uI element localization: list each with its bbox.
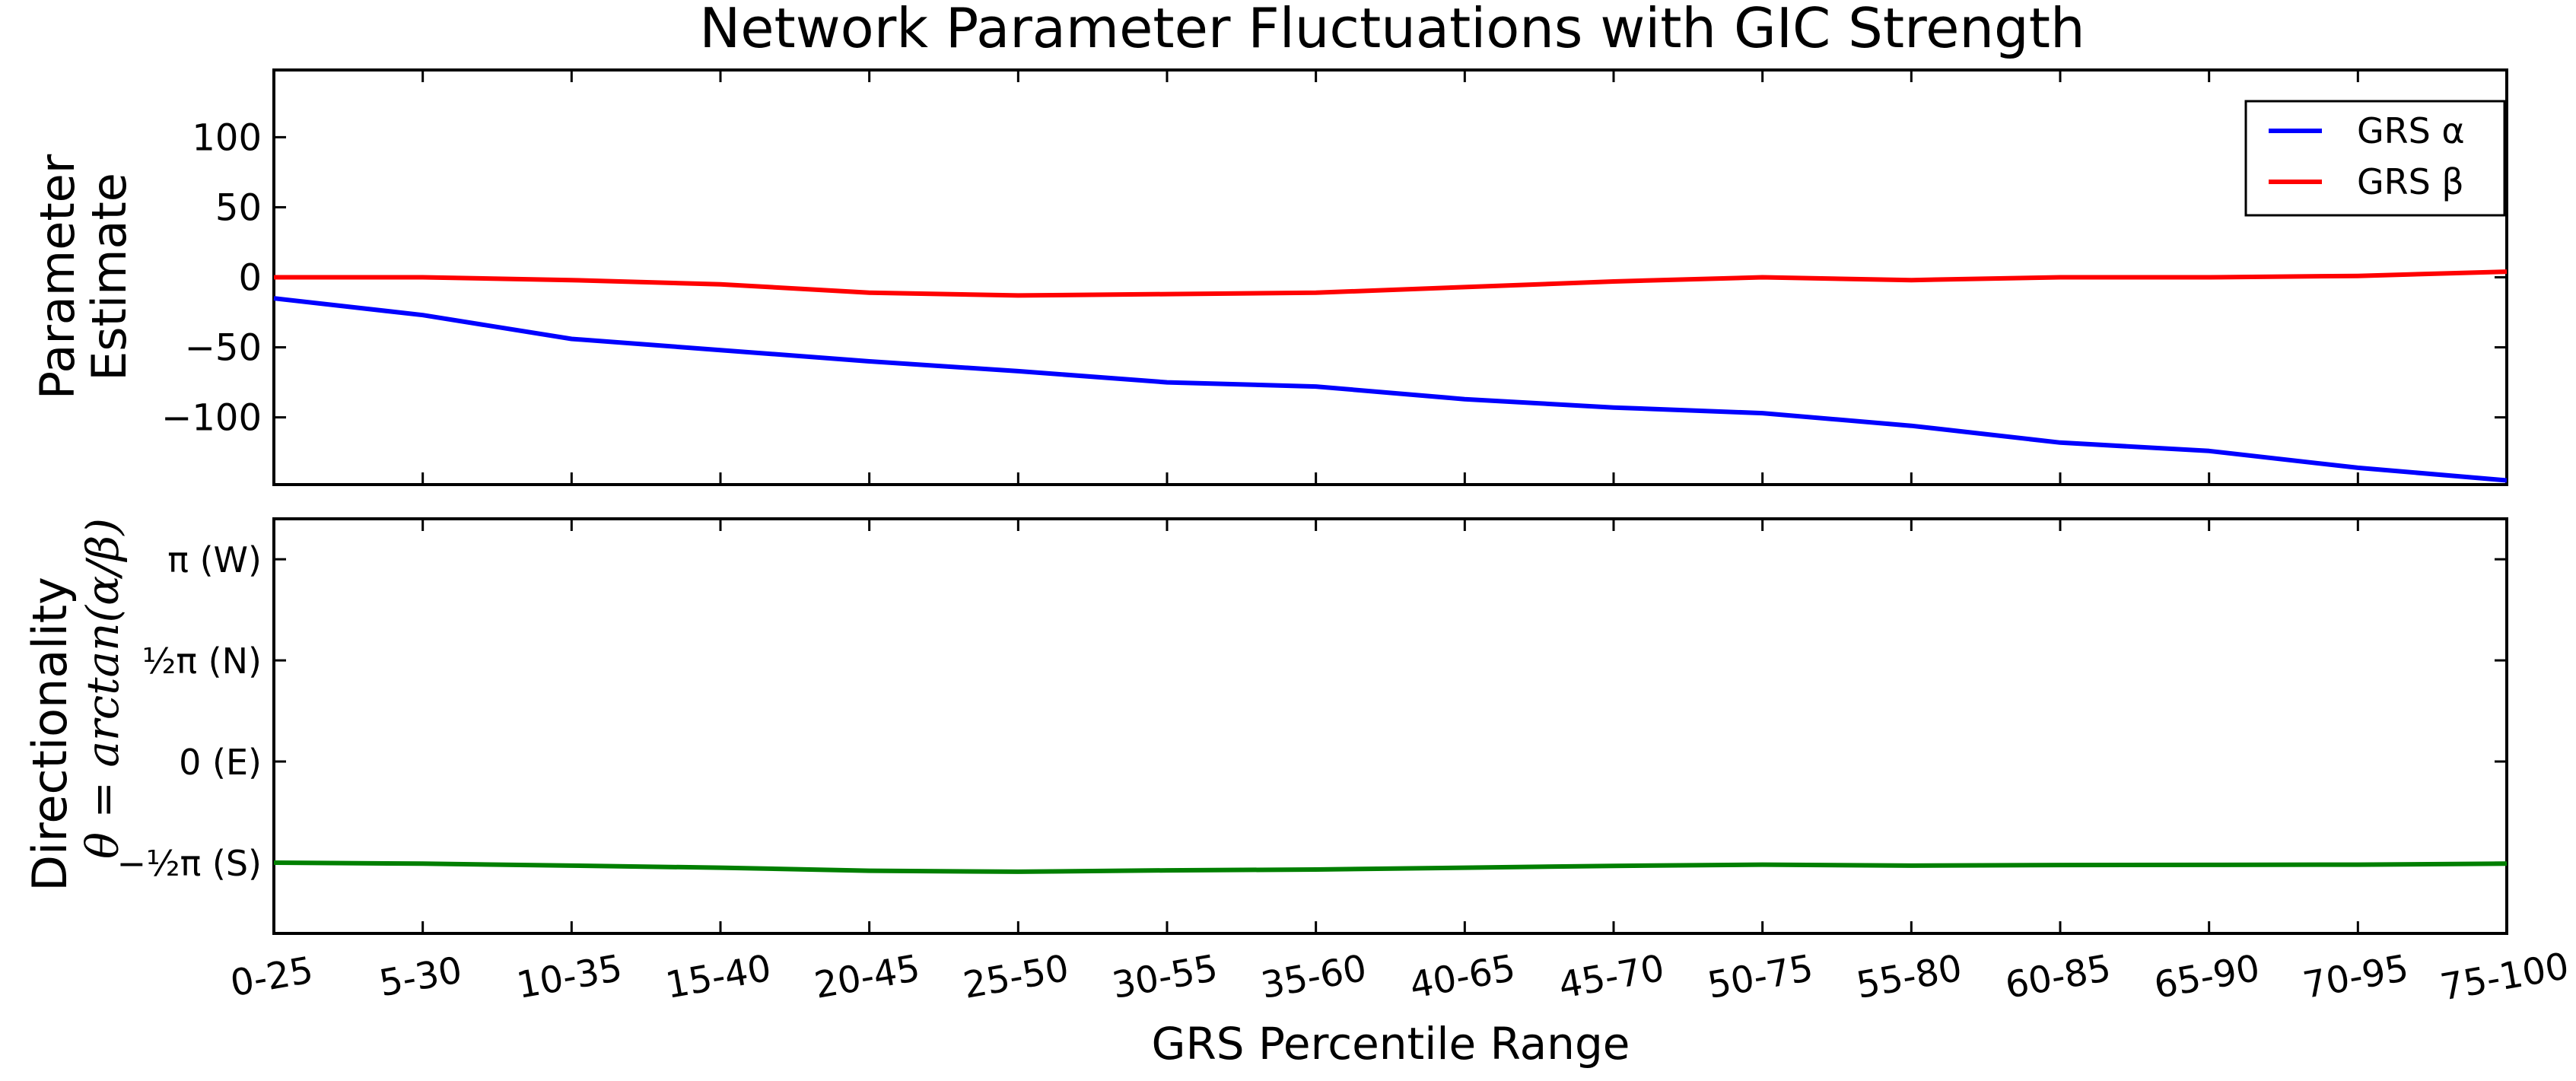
bottom-series-lines: [273, 860, 2508, 874]
x-tick-label: 45-70: [1556, 947, 1668, 1007]
top-y-tick-label: −50: [185, 327, 262, 370]
x-tick-label: 25-50: [960, 947, 1072, 1007]
x-tick-label: 70-95: [2300, 947, 2412, 1007]
top-x-ticks: [272, 70, 2508, 485]
series-grs-beta-line: [274, 269, 2508, 298]
x-tick-label: 60-85: [2002, 947, 2114, 1007]
bottom-plot-frame: [272, 517, 2508, 935]
x-tick-label: 15-40: [663, 947, 774, 1007]
legend-alpha-label: GRS α: [2357, 110, 2465, 151]
bottom-y-ticks: −½π (S) 0 (E) ½π (N) π (W): [116, 539, 2507, 884]
top-y-tick-label: 0: [238, 257, 262, 300]
top-y-tick-label: 50: [215, 186, 262, 229]
bottom-x-ticks: [272, 519, 2508, 933]
top-ylabel-line1: Parameter: [30, 154, 85, 399]
x-tick-label: 5-30: [376, 949, 465, 1005]
top-y-tick-label: 100: [192, 116, 262, 159]
series-grs-alpha-line: [273, 296, 2508, 483]
bottom-panel: −½π (S) 0 (E) ½π (N) π (W) Directionality θ…: [22, 517, 2572, 1070]
x-tick-label: 50-75: [1704, 947, 1816, 1007]
x-tick-labels: 0-25 5-30 10-35 15-40 20-45 25-50 30-55 35-60 40…: [227, 945, 2572, 1009]
top-panel: −100 −50 0 50 100 Parameter Estimate GRS α G…: [30, 68, 2508, 486]
bottom-ylabel-line1: Directionality: [22, 577, 78, 892]
top-y-tick-label: −100: [161, 397, 262, 440]
x-tick-label: 35-60: [1258, 947, 1369, 1007]
bottom-ylabel-line2: θ = arctan(α/β): [77, 518, 129, 859]
bottom-y-tick-label: π (W): [167, 539, 262, 580]
x-tick-label: 65-90: [2151, 947, 2263, 1007]
bottom-y-tick-label: 0 (E): [179, 742, 262, 783]
top-ylabel-line2: Estimate: [81, 173, 137, 381]
legend: GRS α GRS β: [2244, 100, 2506, 217]
bottom-y-tick-label: ½π (N): [142, 641, 262, 682]
legend-box: [2244, 100, 2506, 217]
x-tick-label: 0-25: [227, 949, 316, 1005]
x-axis-label: GRS Percentile Range: [1152, 1018, 1630, 1070]
x-tick-label: 75-100: [2438, 945, 2572, 1009]
legend-beta-label: GRS β: [2357, 161, 2464, 202]
bottom-y-tick-label: −½π (S): [116, 843, 262, 884]
chart-title: Network Parameter Fluctuations with GIC …: [699, 0, 2085, 60]
x-tick-label: 55-80: [1853, 947, 1965, 1007]
x-tick-label: 30-55: [1109, 947, 1221, 1007]
x-tick-label: 40-65: [1407, 947, 1519, 1007]
series-directionality-line: [273, 860, 2508, 874]
x-tick-label: 10-35: [514, 947, 625, 1007]
x-tick-label: 20-45: [811, 947, 923, 1007]
top-series-lines: [273, 269, 2508, 483]
